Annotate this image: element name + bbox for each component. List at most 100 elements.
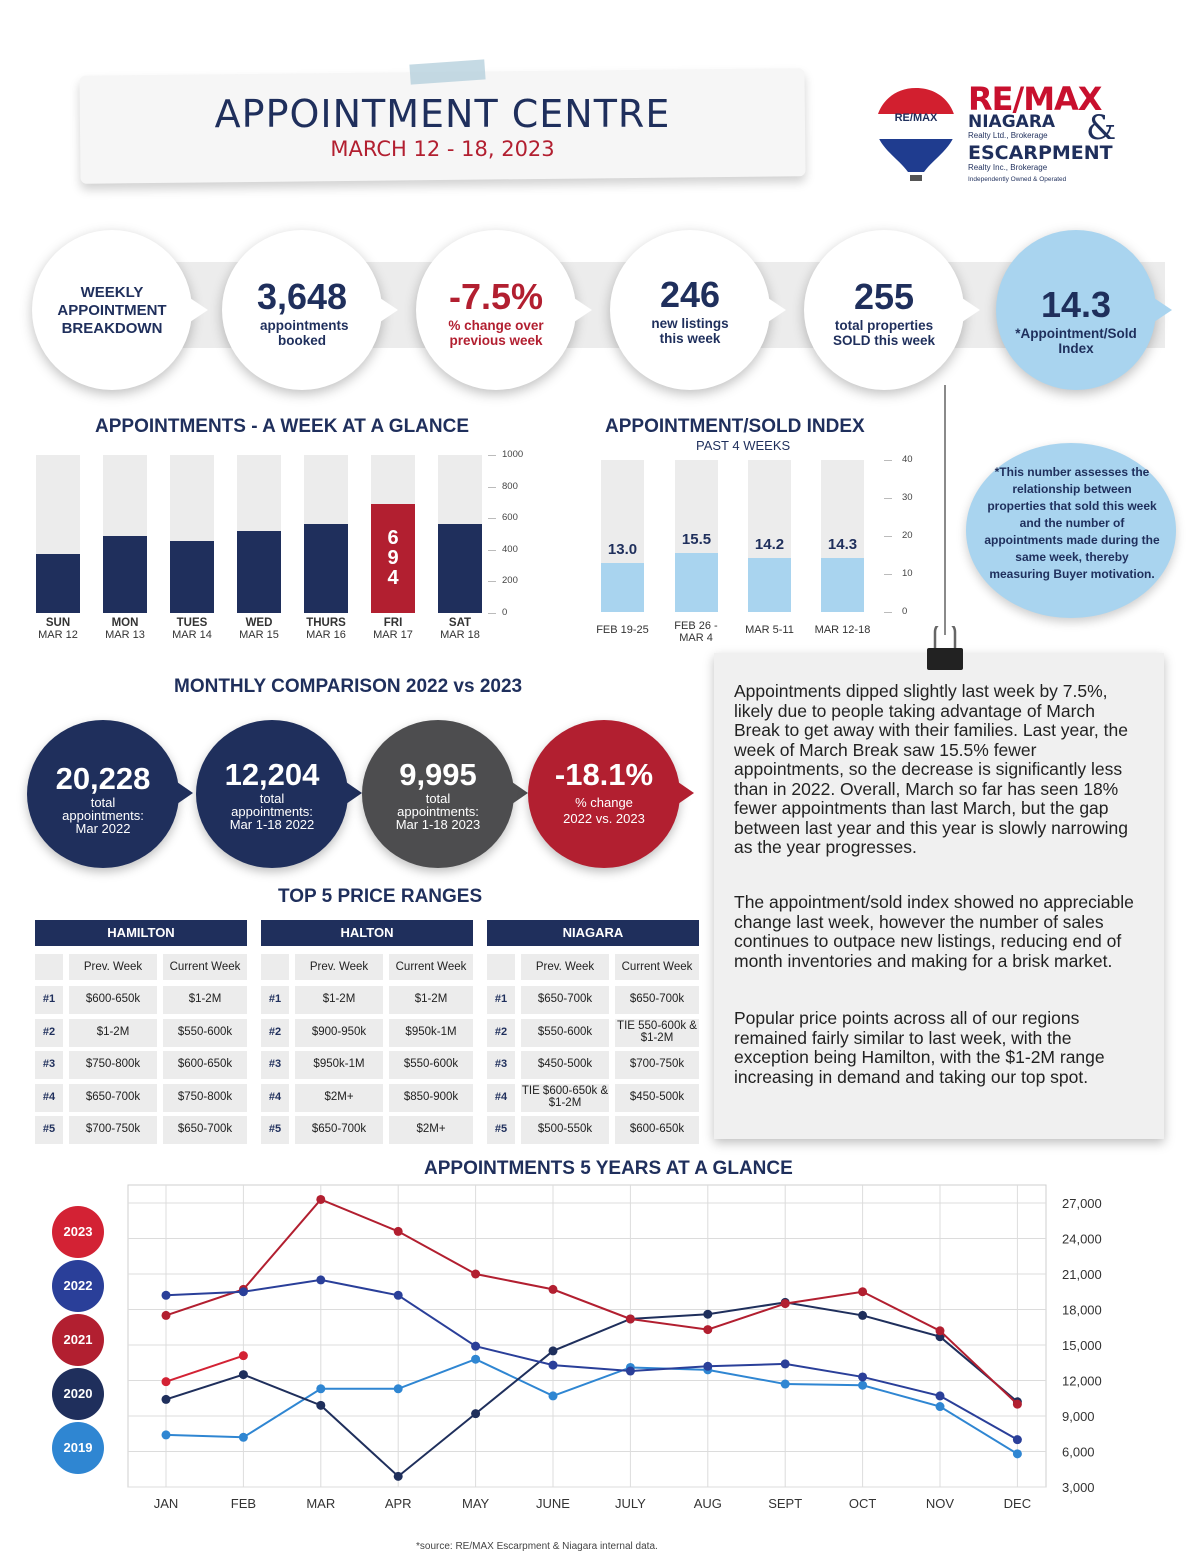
current-week-cell: $850-900k (389, 1083, 473, 1112)
point-2021 (161, 1310, 171, 1320)
rank-cell: #1 (35, 986, 63, 1014)
prev-week-cell: $500-550k (521, 1116, 609, 1144)
balloon-logo-icon: RE/MAX (876, 88, 956, 181)
series-line-2022 (165, 1278, 1018, 1441)
y-tick-label: 20 (902, 530, 913, 541)
point-2022 (548, 1360, 558, 1370)
stat-sold: 255 total properties SOLD this week (804, 230, 980, 390)
price-ranges-title: TOP 5 PRICE RANGES (278, 886, 483, 907)
legend-2020: 2020 (52, 1368, 104, 1420)
commentary-box (714, 653, 1164, 1139)
rank-cell: #2 (487, 1018, 515, 1047)
point-2022 (780, 1359, 790, 1369)
five-year-line-chart: JAN FEB MAR APR MAY JUNE JULY AUG SEPT OCT NOV DEC 2… (127, 1184, 1102, 1511)
point-2019 (780, 1379, 790, 1389)
prev-week-cell: $650-700k (521, 986, 609, 1014)
monthly-line2: appointments: (231, 804, 313, 819)
stat-label: appointments booked (260, 318, 349, 348)
index-bar (675, 553, 718, 612)
stat-new-listings: 246 new listings this week (610, 230, 786, 390)
point-2022 (625, 1366, 635, 1376)
category-label: THURS MAR 16 (290, 617, 362, 641)
stat-value: 14.3 (1040, 284, 1112, 325)
tick-mark (488, 455, 496, 456)
rank-cell: #5 (261, 1116, 289, 1144)
col-header-current: Current Week (163, 954, 247, 980)
x-tick-label: JULY (615, 1496, 646, 1511)
category-label: SAT MAR 18 (424, 617, 496, 641)
monthly-line1: total (259, 791, 285, 806)
index-chart-title: APPOINTMENT/SOLD INDEX (605, 416, 865, 437)
rank-cell: #2 (261, 1018, 289, 1047)
stat-label: % change over previous week (448, 318, 544, 348)
point-2019 (548, 1391, 558, 1401)
prev-week-cell: $900-950k (295, 1018, 383, 1047)
table-corner (35, 954, 63, 980)
y-tick-label: 10 (902, 568, 913, 579)
rank-cell: #5 (35, 1116, 63, 1144)
y-tick-label: 800 (502, 480, 518, 492)
point-2020 (161, 1394, 171, 1404)
category-label: SUN MAR 12 (22, 617, 94, 641)
index-value-label: 13.0 (607, 540, 638, 558)
table-corner (487, 954, 515, 980)
category-label: MAR 5-11 (745, 624, 794, 636)
date-label: MAR 15 (239, 629, 279, 641)
point-2019 (161, 1430, 171, 1440)
y-tick-label: 18,000 (1062, 1303, 1102, 1318)
day-label: WED (245, 617, 273, 629)
rank-cell: #3 (487, 1051, 515, 1079)
y-tick-label: 1000 (502, 449, 524, 460)
logo-note: Independently Owned & Operated (968, 176, 1067, 183)
prev-week-cell: $2M+ (295, 1083, 383, 1112)
current-week-cell: $1-2M (389, 986, 473, 1014)
source-note: *source: RE/MAX Escarpment & Niagara int… (416, 1541, 658, 1552)
monthly-line3: Mar 2022 (75, 821, 131, 836)
point-2021 (935, 1326, 945, 1336)
current-week-cell: $750-800k (163, 1083, 247, 1112)
point-2019 (935, 1402, 945, 1412)
commentary-paragraph-2: The appointment/sold index showed no app… (734, 892, 1134, 971)
point-2021 (703, 1325, 713, 1335)
stat-value: 255 (853, 276, 915, 317)
index-chart-subtitle: PAST 4 WEEKS (696, 438, 791, 453)
y-tick-label: 0 (902, 606, 908, 617)
col-header-prev: Prev. Week (521, 954, 609, 980)
series-line-2021 (165, 1198, 1019, 1405)
monthly-line1: total (90, 795, 116, 810)
point-2019 (858, 1380, 868, 1390)
rank-cell: #3 (261, 1051, 289, 1079)
current-week-cell: $700-750k (615, 1051, 699, 1079)
date-label: MAR 12 (38, 629, 78, 641)
series-line-2019 (165, 1358, 1018, 1455)
logo-escarpment: ESCARPMENT (968, 142, 1113, 164)
logo-escarpment-sub: Realty Inc., Brokerage (968, 163, 1048, 172)
x-tick-label: NOV (926, 1496, 955, 1511)
region-header-niagara: NIAGARA (487, 920, 699, 946)
x-tick-label: AUG (694, 1496, 722, 1511)
day-label: SAT (448, 617, 472, 629)
rank-cell: #3 (35, 1051, 63, 1079)
y-tick-label: 15,000 (1062, 1338, 1102, 1353)
weekly-breakdown-circle: WEEKLY APPOINTMENT BREAKDOWN (32, 230, 208, 390)
index-bar (821, 557, 864, 612)
prev-week-cell: $950k-1M (295, 1051, 383, 1079)
tick-mark (488, 518, 496, 520)
y-tick-label: 24,000 (1062, 1232, 1102, 1247)
category-label: FEB 26 - MAR 4 (674, 620, 718, 644)
bar-mon (103, 536, 147, 613)
monthly-line2: appointments: (62, 808, 144, 823)
date-label: MAR 14 (172, 629, 212, 641)
tick-mark (884, 460, 892, 461)
index-note-bubble (966, 443, 1176, 618)
bar-wed (237, 530, 281, 613)
point-2022 (161, 1290, 171, 1300)
point-2021 (316, 1194, 326, 1204)
col-header-prev: Prev. Week (295, 954, 383, 980)
bar-sat (438, 524, 482, 613)
y-tick-label: 600 (502, 512, 518, 524)
bar-thurs (304, 524, 348, 613)
current-week-cell: $600-650k (163, 1051, 247, 1079)
binder-clip-icon (927, 626, 963, 670)
